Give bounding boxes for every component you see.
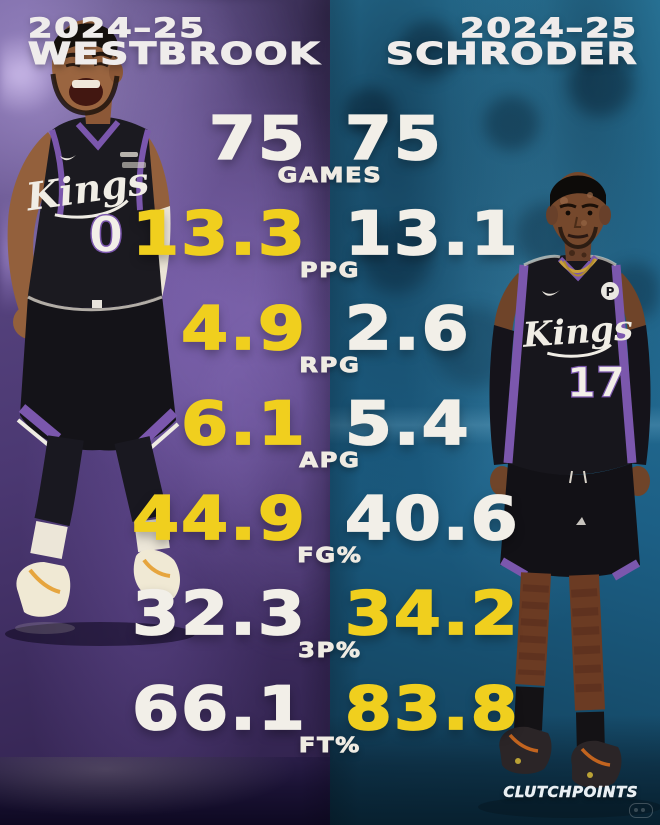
stat-row-ppg: 13.3 13.1 PPG <box>0 199 660 296</box>
stat-value-westbrook: 75 <box>208 104 307 174</box>
westbrook-name-label: WESTBROOK <box>27 37 321 72</box>
nba-logo-icon <box>92 300 102 308</box>
westbrook-shorts <box>20 295 176 451</box>
stat-label: GAMES <box>277 163 383 188</box>
clutchpoints-badge-icon <box>629 803 653 818</box>
stat-value-westbrook: 6.1 <box>180 389 307 459</box>
stat-label: RPG <box>299 353 361 378</box>
westbrook-shoe <box>16 562 71 617</box>
stat-value-schroder: 5.4 <box>344 389 471 459</box>
stat-row-apg: 6.1 5.4 APG <box>0 389 660 486</box>
stat-value-westbrook: 13.3 <box>131 199 307 269</box>
stat-value-schroder: 34.2 <box>344 579 520 649</box>
stat-label: PPG <box>299 258 361 283</box>
schroder-season-label: 2024–25 <box>460 13 638 44</box>
stat-value-schroder: 13.1 <box>344 199 520 269</box>
sponsor-patch <box>601 282 619 300</box>
stat-value-schroder: 75 <box>344 104 443 174</box>
schroder-jersey-number: 17 <box>567 358 625 407</box>
westbrook-season-label: 2024–25 <box>27 13 206 44</box>
stat-row-ft-pct: 66.1 83.8 FT% <box>0 674 660 771</box>
stat-row-3p-pct: 32.3 34.2 3P% <box>0 579 660 676</box>
schroder-title: 2024–25 SCHRODER <box>385 13 638 72</box>
stat-value-schroder: 40.6 <box>344 484 520 554</box>
schroder-sponsor-patch-letter: P <box>606 285 615 299</box>
westbrook-photo: Kings 0 <box>5 20 195 646</box>
court-floor-left <box>0 757 330 825</box>
schroder-figure: P Kings 17 <box>478 172 660 818</box>
stat-label: FG% <box>297 543 363 568</box>
schroder-shorts <box>500 463 640 577</box>
schroder-name-label: SCHRODER <box>385 37 638 72</box>
westbrook-title: 2024–25 WESTBROOK <box>27 13 321 72</box>
stat-label: FT% <box>298 733 362 758</box>
clutchpoints-logo: CLUTCHPOINTS <box>503 783 638 802</box>
stat-row-games: 75 75 GAMES <box>0 104 660 201</box>
stat-value-westbrook: 66.1 <box>131 674 307 744</box>
stat-value-westbrook: 4.9 <box>180 294 307 364</box>
stat-value-westbrook: 44.9 <box>131 484 307 554</box>
stat-value-westbrook: 32.3 <box>131 579 307 649</box>
nike-swoosh-icon <box>60 155 76 161</box>
stat-value-schroder: 2.6 <box>344 294 471 364</box>
schroder-jersey <box>508 254 632 475</box>
stat-label: 3P% <box>298 638 362 663</box>
schroder-jersey-team: Kings <box>521 308 635 356</box>
nike-swoosh-icon <box>542 290 560 296</box>
puma-logo-icon <box>576 517 586 525</box>
westbrook-figure: Kings 0 <box>5 20 195 646</box>
stat-label: APG <box>299 448 361 473</box>
stat-value-schroder: 83.8 <box>344 674 520 744</box>
stat-row-fg-pct: 44.9 40.6 FG% <box>0 484 660 581</box>
westbrook-jersey-number: 0 <box>89 206 124 264</box>
center-split-shade <box>300 0 360 825</box>
stat-row-rpg: 4.9 2.6 RPG <box>0 294 660 391</box>
schroder-photo: P Kings 17 <box>478 172 660 818</box>
